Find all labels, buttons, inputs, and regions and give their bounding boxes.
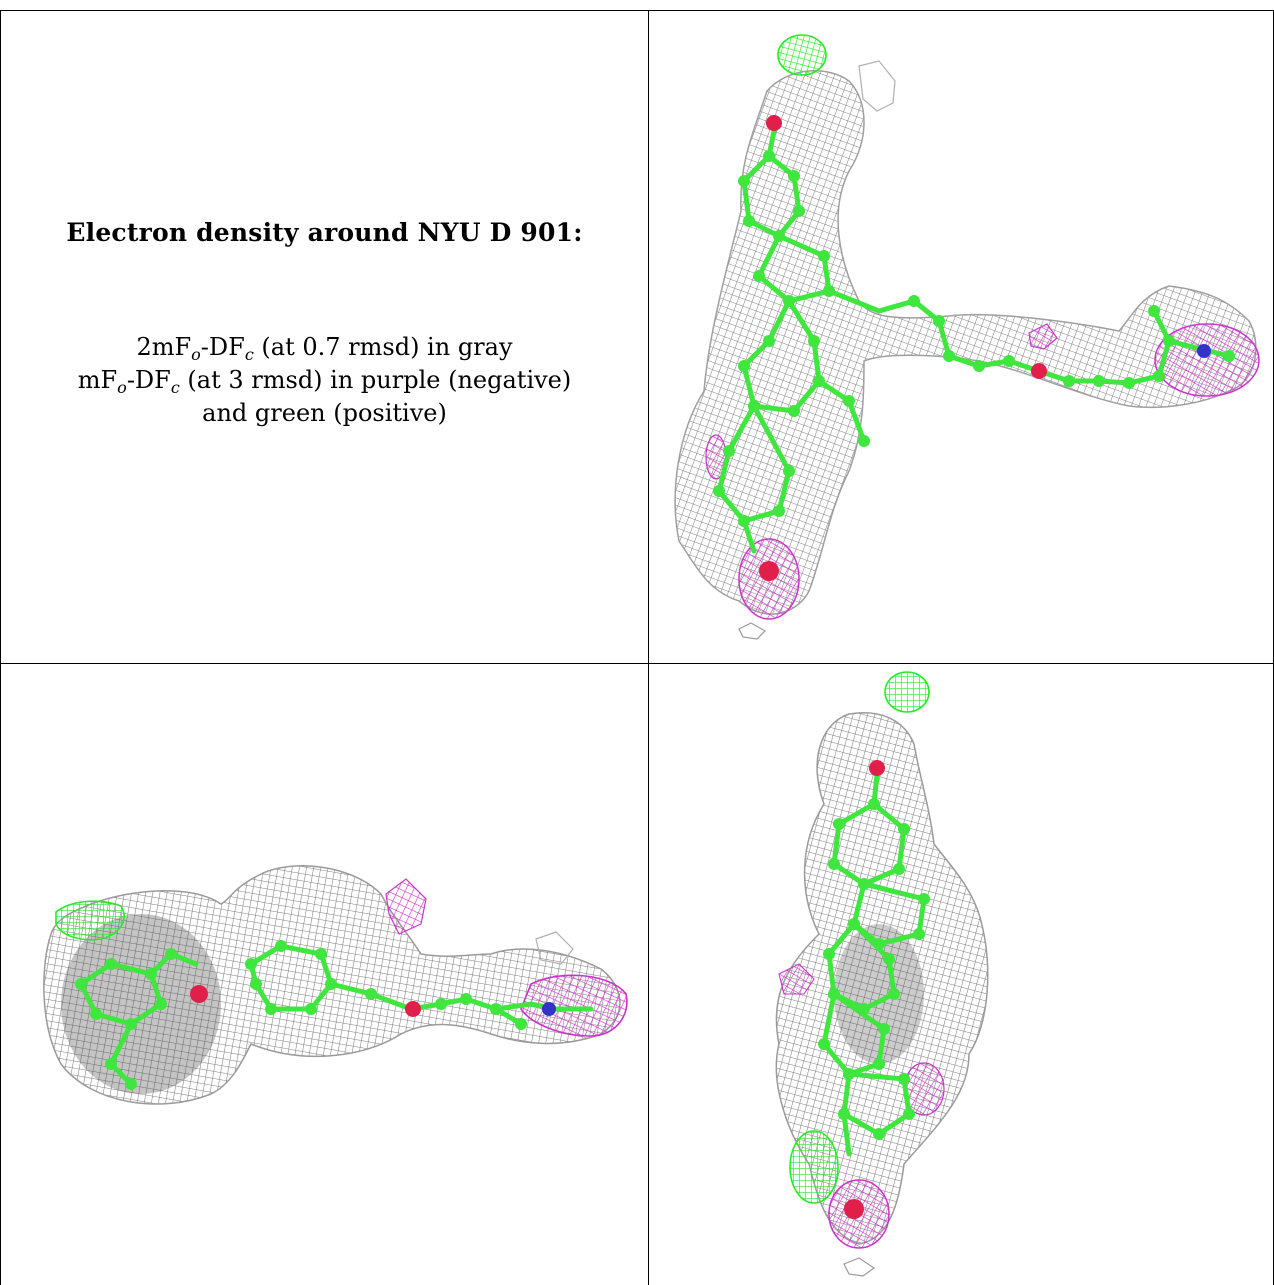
nitrogen-atom: [542, 1002, 556, 1016]
ligand-atoms: [713, 150, 1235, 527]
caption-line-colors: and green (positive): [202, 399, 447, 427]
nitrogen-atom: [1197, 344, 1211, 358]
density-view-front: [649, 11, 1273, 663]
table-border-top: [0, 10, 1274, 11]
caption-description: 2mFo-DFc (at 0.7 rmsd) in gray mFo-DFc (…: [1, 331, 648, 430]
caption-line-mfo: mFo-DFc (at 3 rmsd) in purple (negative): [77, 366, 572, 397]
density-image-front: [674, 34, 1260, 640]
purple-density-blob: [1028, 323, 1058, 350]
table-border-left: [0, 10, 1, 1285]
caption-cell: Electron density around NYU D 901: 2mFo-…: [1, 11, 648, 663]
density-view-side: [1, 664, 648, 1285]
ligand-atoms: [818, 798, 930, 1140]
caption-title: Electron density around NYU D 901:: [66, 218, 583, 247]
oxygen-atom: [759, 561, 779, 581]
gray-density-fragment: [858, 60, 896, 112]
oxygen-atom: [190, 985, 208, 1003]
green-density-blob: [55, 900, 125, 941]
table-divider-horizontal: [0, 663, 1274, 664]
purple-density-blob: [520, 974, 628, 1037]
purple-density-blob: [778, 963, 815, 995]
gray-density-fragment: [535, 931, 574, 965]
oxygen-atom: [405, 1001, 421, 1017]
purple-density-blob: [1154, 323, 1260, 397]
table-divider-vertical: [648, 10, 649, 1285]
oxygen-atom: [766, 115, 782, 131]
oxygen-atom: [869, 760, 885, 776]
density-view-top: [649, 664, 1273, 1285]
green-density-blob: [777, 34, 827, 76]
gray-density-shadow: [61, 914, 221, 1094]
density-image-top: [775, 671, 989, 1277]
green-density-blob: [884, 671, 930, 713]
caption-line-2mfo: 2mFo-DFc (at 0.7 rmsd) in gray: [136, 333, 513, 364]
gray-density-shadow: [834, 924, 924, 1064]
green-density-blob: [789, 1130, 839, 1204]
purple-density-blob: [385, 878, 427, 935]
gray-density-fragment: [843, 1257, 876, 1277]
oxygen-atom: [1031, 363, 1047, 379]
ligand-atoms: [75, 940, 527, 1090]
density-image-side: [43, 865, 628, 1105]
oxygen-atom: [844, 1199, 864, 1219]
gray-density-fragment: [738, 622, 766, 640]
